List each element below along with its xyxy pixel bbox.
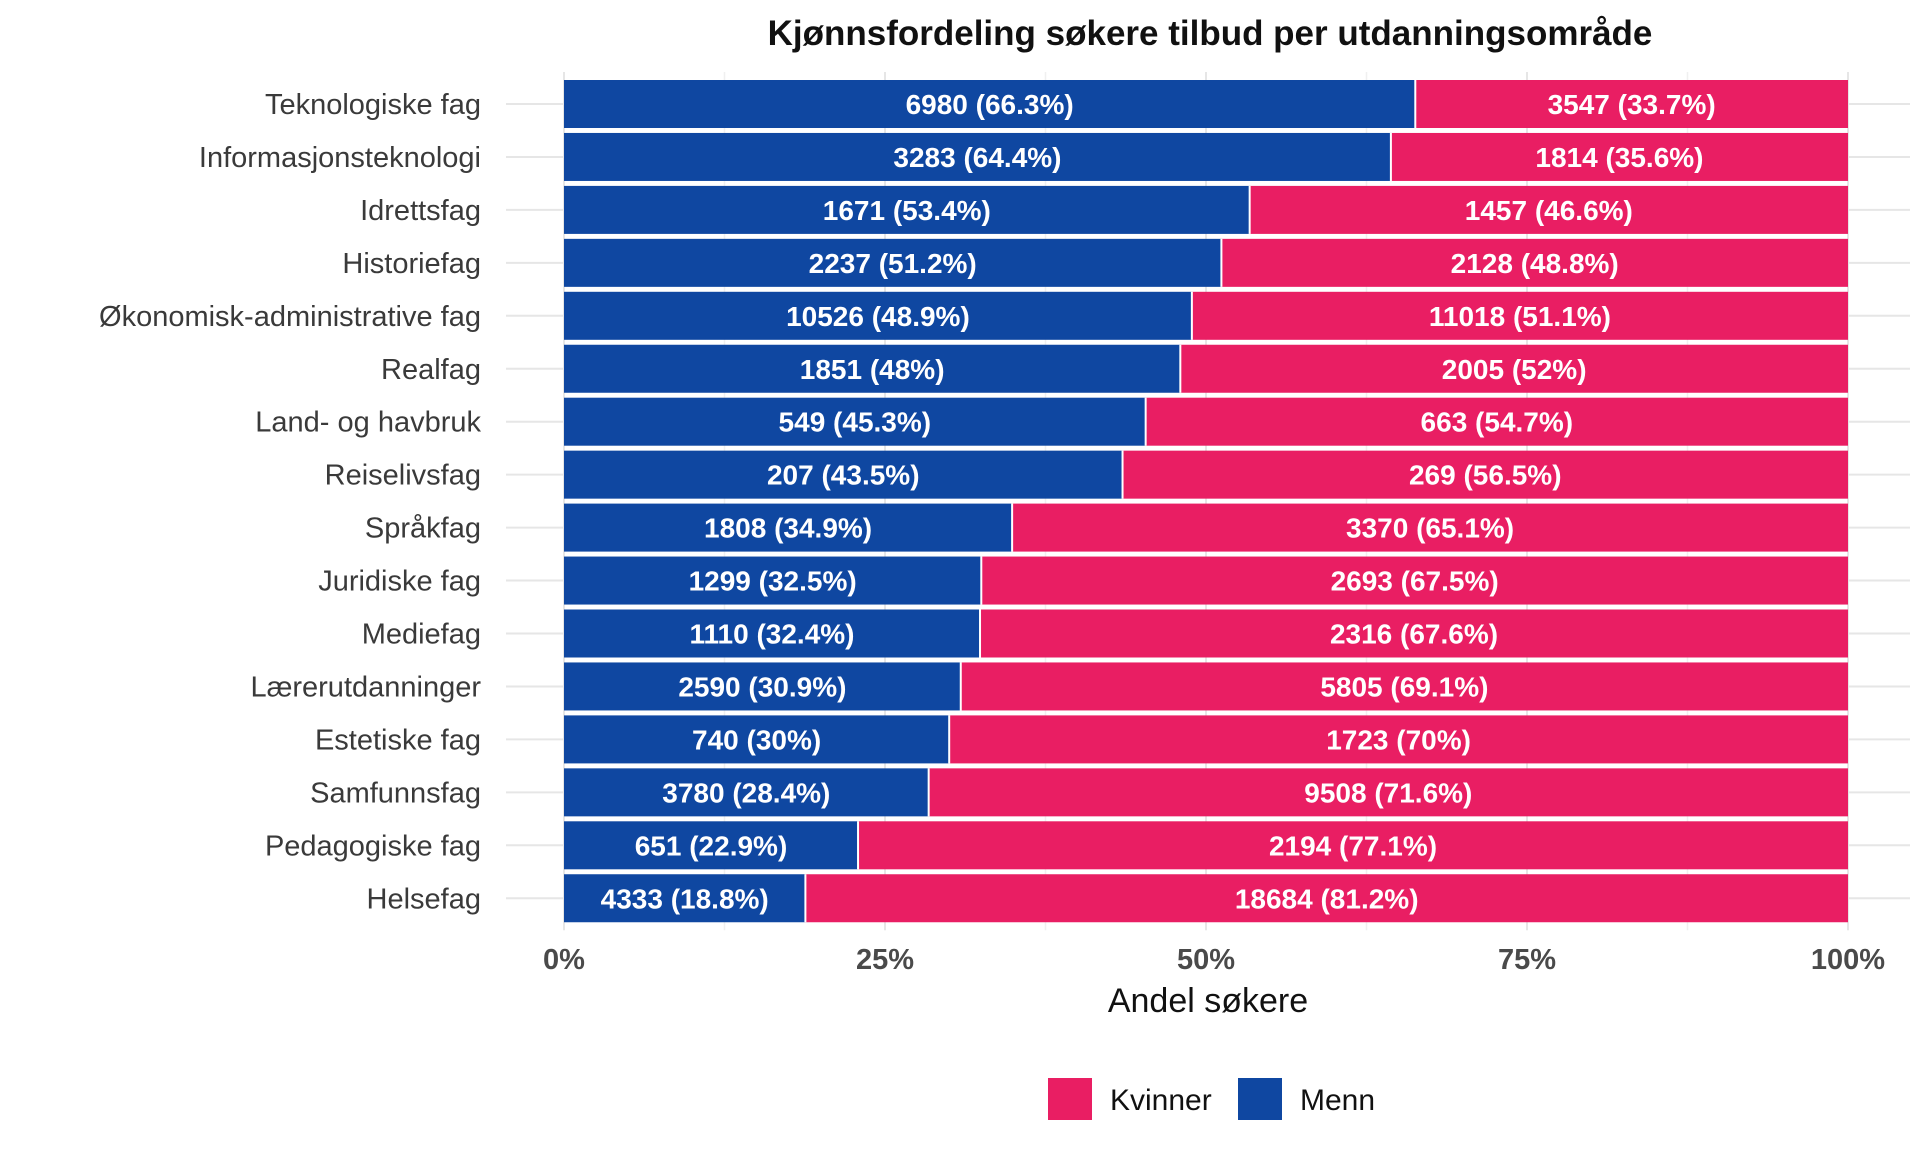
bar-kvinner (980, 609, 1848, 658)
bar-menn (564, 185, 1250, 234)
legend-label-kvinner: Kvinner (1110, 1084, 1212, 1117)
category-label: Land- og havbruk (255, 407, 481, 439)
bar-menn (564, 503, 1013, 552)
chart-title: Kjønnsfordeling søkere tilbud per utdann… (768, 14, 1653, 53)
bar-menn (564, 874, 806, 923)
bar-labels: 6980 (66.3%) 3547 (33.7%) 3283 (64.4%) 1814… (601, 89, 1716, 914)
bar-label-menn: 10526 (48.9%) (786, 301, 970, 332)
bar-menn (564, 397, 1146, 446)
y-axis-labels: Teknologiske fag Informasjonsteknologi Idr… (99, 89, 481, 915)
bar-label-kvinner: 3370 (65.1%) (1346, 513, 1514, 544)
bar-label-kvinner: 663 (54.7%) (1421, 407, 1574, 438)
category-label: Samfunnsfag (310, 777, 481, 809)
bar-kvinner (1415, 80, 1848, 128)
legend: Kvinner Menn (1048, 1078, 1375, 1120)
bar-label-kvinner: 2128 (48.8%) (1451, 248, 1619, 279)
x-tick-label: 50% (1177, 944, 1235, 976)
bar-label-kvinner: 5805 (69.1%) (1320, 671, 1488, 702)
bar-label-kvinner: 2005 (52%) (1442, 354, 1587, 385)
bar-label-menn: 3780 (28.4%) (662, 777, 830, 808)
bar-label-menn: 6980 (66.3%) (906, 89, 1074, 120)
bar-label-kvinner: 2316 (67.6%) (1330, 619, 1498, 650)
bar-label-kvinner: 18684 (81.2%) (1235, 883, 1419, 914)
bar-menn (564, 132, 1391, 181)
bar-kvinner (981, 556, 1848, 605)
bar-menn (564, 662, 961, 711)
x-axis-ticks: 0% 25% 50% 75% 100% (543, 944, 1885, 976)
category-label: Informasjonsteknologi (199, 142, 481, 174)
bar-kvinner (1390, 132, 1848, 181)
bar-menn (564, 238, 1222, 287)
x-tick-label: 75% (1498, 944, 1556, 976)
bar-menn (564, 715, 950, 764)
bar-label-menn: 549 (45.3%) (779, 407, 932, 438)
bar-label-menn: 207 (43.5%) (767, 460, 920, 491)
bar-menn (564, 450, 1123, 499)
legend-swatch-menn (1238, 1078, 1282, 1120)
bar-label-menn: 1299 (32.5%) (689, 566, 857, 597)
bar-label-kvinner: 2693 (67.5%) (1331, 566, 1499, 597)
category-label: Teknologiske fag (265, 89, 481, 121)
bar-kvinner (858, 821, 1848, 870)
bar-menn (564, 80, 1416, 128)
legend-label-menn: Menn (1300, 1084, 1375, 1117)
x-axis-title: Andel søkere (1108, 982, 1308, 1020)
category-label: Reiselivsfag (325, 460, 481, 492)
category-label: Idrettsfag (360, 195, 481, 227)
category-label: Mediefag (362, 619, 481, 651)
bar-kvinner (949, 715, 1848, 764)
bar-menn (564, 291, 1192, 340)
bar-label-kvinner: 269 (56.5%) (1409, 460, 1562, 491)
bar-label-kvinner: 11018 (51.1%) (1429, 301, 1611, 332)
bar-kvinner (1221, 238, 1848, 287)
bar-menn (564, 344, 1181, 393)
bar-label-kvinner: 3547 (33.7%) (1548, 89, 1716, 120)
bar-label-menn: 4333 (18.8%) (601, 883, 769, 914)
bar-label-kvinner: 1814 (35.6%) (1535, 142, 1703, 173)
bar-label-menn: 1808 (34.9%) (704, 513, 872, 544)
bar-kvinner (1249, 185, 1848, 234)
bar-kvinner (805, 874, 1848, 923)
category-label: Språkfag (365, 513, 481, 545)
bar-label-kvinner: 1457 (46.6%) (1465, 195, 1633, 226)
category-label: Historiefag (342, 248, 481, 280)
category-label: Estetiske fag (315, 724, 481, 756)
x-tick-label: 100% (1811, 944, 1885, 976)
bar-kvinner (1191, 291, 1848, 340)
x-tick-label: 0% (543, 944, 585, 976)
bar-label-kvinner: 9508 (71.6%) (1304, 777, 1472, 808)
category-label: Pedagogiske fag (265, 830, 481, 862)
bar-kvinner (928, 768, 1848, 817)
bar-label-menn: 2590 (30.9%) (678, 671, 846, 702)
bar-label-kvinner: 1723 (70%) (1326, 724, 1471, 755)
legend-swatch-kvinner (1048, 1078, 1092, 1120)
category-label: Realfag (381, 354, 481, 386)
bar-menn (564, 768, 929, 817)
category-label: Økonomisk-administrative fag (99, 301, 481, 333)
bar-menn (564, 821, 859, 870)
bar-label-menn: 1671 (53.4%) (823, 195, 991, 226)
bar-kvinner (1145, 397, 1848, 446)
bar-label-menn: 651 (22.9%) (635, 830, 788, 861)
bar-menn (564, 609, 981, 658)
bar-kvinner (960, 662, 1848, 711)
bar-label-menn: 1851 (48%) (800, 354, 945, 385)
bar-kvinner (1180, 344, 1848, 393)
category-label: Juridiske fag (318, 566, 481, 598)
category-label: Helsefag (367, 883, 481, 915)
bar-menn (564, 556, 982, 605)
bar-label-menn: 2237 (51.2%) (809, 248, 977, 279)
bar-label-menn: 740 (30%) (692, 724, 821, 755)
bar-kvinner (1012, 503, 1848, 552)
bar-label-menn: 1110 (32.4%) (689, 619, 854, 650)
category-label: Lærerutdanninger (250, 671, 481, 703)
bar-kvinner (1122, 450, 1848, 499)
bars (564, 80, 1848, 923)
x-tick-label: 25% (856, 944, 914, 976)
bar-label-kvinner: 2194 (77.1%) (1269, 830, 1437, 861)
bar-label-menn: 3283 (64.4%) (893, 142, 1061, 173)
